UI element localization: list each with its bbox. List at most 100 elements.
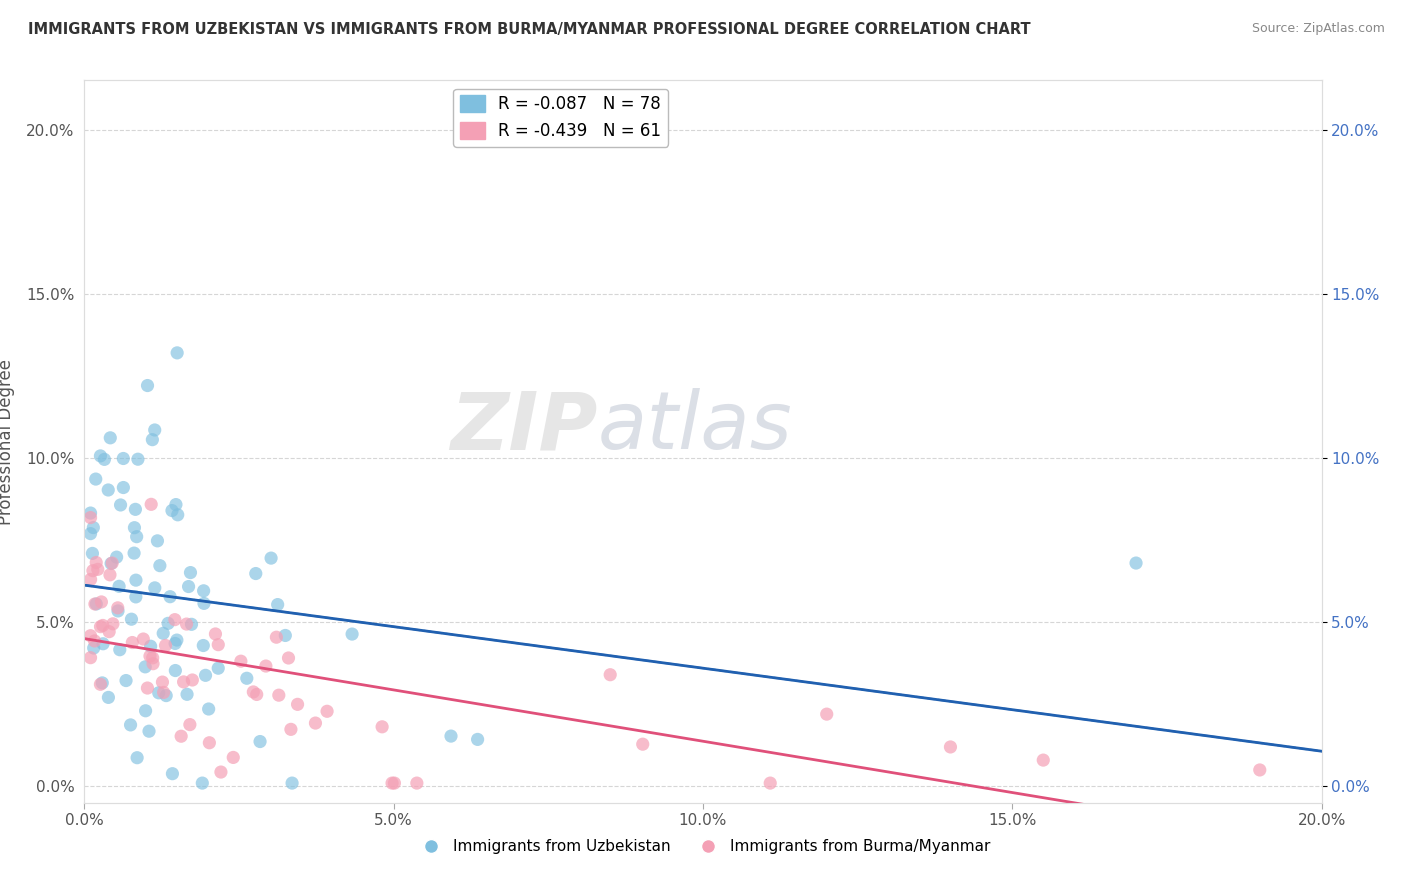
Point	[79, 573, 101, 587]
Point	[236, 671, 259, 685]
Point	[108, 579, 131, 593]
Point	[105, 550, 128, 565]
Point	[110, 498, 132, 512]
Point	[84, 597, 107, 611]
Point	[91, 676, 114, 690]
Point	[173, 674, 195, 689]
Point	[229, 654, 252, 668]
Point	[166, 508, 188, 522]
Point	[89, 449, 111, 463]
Point	[340, 627, 363, 641]
Point	[280, 723, 302, 737]
Point	[107, 604, 129, 618]
Point	[193, 596, 215, 610]
Point	[170, 729, 193, 743]
Point	[124, 502, 146, 516]
Point	[163, 613, 186, 627]
Point	[166, 633, 188, 648]
Point	[148, 686, 170, 700]
Point	[84, 472, 107, 486]
Point	[159, 590, 181, 604]
Point	[207, 661, 229, 675]
Point	[83, 634, 105, 648]
Point	[165, 636, 187, 650]
Point	[84, 556, 107, 570]
Point	[89, 620, 111, 634]
Point	[136, 378, 159, 392]
Point	[101, 616, 124, 631]
Point	[143, 423, 166, 437]
Point	[142, 650, 165, 665]
Point	[204, 627, 226, 641]
Point	[79, 629, 101, 643]
Point	[267, 688, 290, 702]
Point	[91, 618, 114, 632]
Point	[371, 720, 394, 734]
Point	[197, 702, 219, 716]
Point	[124, 521, 146, 535]
Point	[193, 583, 215, 598]
Point	[222, 750, 245, 764]
Point	[134, 660, 156, 674]
Point	[176, 687, 198, 701]
Point	[157, 616, 180, 631]
Point	[107, 600, 129, 615]
Point	[127, 750, 149, 764]
Point	[162, 766, 184, 780]
Point	[467, 732, 489, 747]
Text: ZIP: ZIP	[450, 388, 598, 467]
Point	[139, 648, 162, 663]
Text: IMMIGRANTS FROM UZBEKISTAN VS IMMIGRANTS FROM BURMA/MYANMAR PROFESSIONAL DEGREE : IMMIGRANTS FROM UZBEKISTAN VS IMMIGRANTS…	[28, 22, 1031, 37]
Point	[132, 632, 155, 646]
Point	[121, 635, 143, 649]
Point	[165, 498, 187, 512]
Point	[146, 533, 169, 548]
Point	[141, 433, 163, 447]
Point	[176, 617, 198, 632]
Point	[1249, 763, 1271, 777]
Point	[152, 675, 174, 690]
Point	[79, 526, 101, 541]
Point	[100, 557, 122, 571]
Point	[79, 650, 101, 665]
Point	[139, 639, 162, 653]
Point	[127, 452, 149, 467]
Point	[152, 626, 174, 640]
Point	[181, 673, 204, 687]
Point	[194, 668, 217, 682]
Point	[207, 638, 229, 652]
Point	[198, 736, 221, 750]
Point	[179, 717, 201, 731]
Point	[274, 628, 297, 642]
Point	[304, 716, 326, 731]
Point	[98, 431, 121, 445]
Point	[143, 581, 166, 595]
Point	[98, 567, 121, 582]
Point	[599, 667, 621, 681]
Point	[97, 690, 120, 705]
Point	[384, 776, 406, 790]
Y-axis label: Professional Degree: Professional Degree	[0, 359, 15, 524]
Point	[138, 724, 160, 739]
Point	[112, 481, 135, 495]
Point	[381, 776, 404, 790]
Point	[101, 556, 124, 570]
Point	[93, 452, 115, 467]
Point	[405, 776, 427, 790]
Point	[87, 562, 110, 576]
Point	[98, 624, 121, 639]
Point	[125, 530, 148, 544]
Point	[209, 765, 232, 780]
Text: atlas: atlas	[598, 388, 793, 467]
Point	[149, 558, 172, 573]
Point	[135, 704, 157, 718]
Point	[1032, 753, 1054, 767]
Point	[160, 503, 183, 517]
Point	[125, 573, 148, 587]
Point	[193, 639, 215, 653]
Point	[266, 630, 288, 644]
Point	[120, 612, 142, 626]
Point	[287, 698, 309, 712]
Point	[108, 642, 131, 657]
Point	[1125, 556, 1147, 570]
